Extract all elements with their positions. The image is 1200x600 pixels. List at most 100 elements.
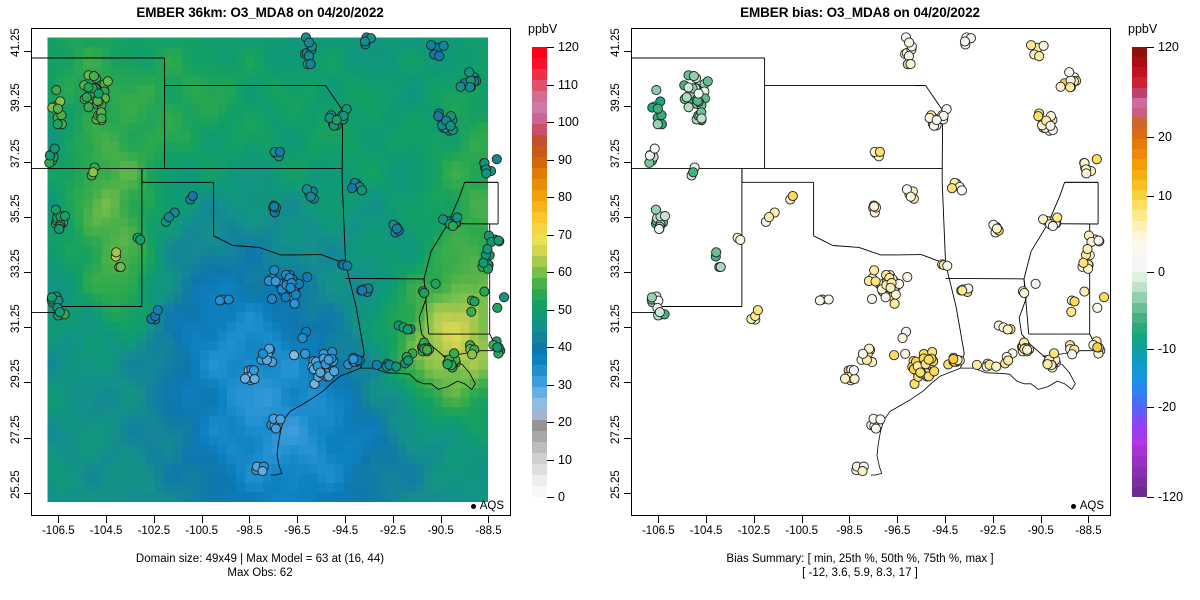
aqs-site-marker[interactable] xyxy=(688,71,699,82)
aqs-site-marker[interactable] xyxy=(455,81,466,92)
aqs-site-marker[interactable] xyxy=(1078,257,1089,268)
aqs-site-marker[interactable] xyxy=(1065,82,1076,93)
aqs-site-marker[interactable] xyxy=(1038,40,1049,51)
aqs-site-marker[interactable] xyxy=(650,204,661,215)
aqs-site-marker[interactable] xyxy=(889,350,900,361)
aqs-site-marker[interactable] xyxy=(956,185,967,196)
aqs-site-marker[interactable] xyxy=(478,257,489,268)
aqs-site-marker[interactable] xyxy=(269,201,280,212)
aqs-site-marker[interactable] xyxy=(814,295,825,306)
aqs-site-marker[interactable] xyxy=(274,146,285,157)
aqs-site-marker[interactable] xyxy=(681,92,692,103)
aqs-site-marker[interactable] xyxy=(959,36,970,47)
aqs-site-marker[interactable] xyxy=(902,272,913,283)
aqs-site-marker[interactable] xyxy=(434,51,445,62)
aqs-site-marker[interactable] xyxy=(356,185,367,196)
aqs-site-marker[interactable] xyxy=(88,71,99,82)
aqs-site-marker[interactable] xyxy=(840,373,851,384)
aqs-site-marker[interactable] xyxy=(1064,67,1075,78)
aqs-site-marker[interactable] xyxy=(426,40,437,51)
aqs-site-marker[interactable] xyxy=(403,355,414,366)
aqs-site-marker[interactable] xyxy=(931,115,942,126)
aqs-site-marker[interactable] xyxy=(302,272,313,283)
aqs-site-marker[interactable] xyxy=(948,354,959,365)
aqs-site-marker[interactable] xyxy=(1038,214,1049,225)
aqs-site-marker[interactable] xyxy=(449,348,460,359)
aqs-site-marker[interactable] xyxy=(1026,40,1037,51)
aqs-site-marker[interactable] xyxy=(96,113,107,124)
aqs-site-marker[interactable] xyxy=(1092,302,1103,313)
aqs-site-marker[interactable] xyxy=(857,348,868,359)
aqs-site-marker[interactable] xyxy=(1093,235,1104,246)
aqs-site-marker[interactable] xyxy=(869,201,880,212)
aqs-site-markers[interactable] xyxy=(44,32,510,477)
aqs-site-marker[interactable] xyxy=(915,367,926,378)
aqs-site-marker[interactable] xyxy=(874,146,885,157)
aqs-site-marker[interactable] xyxy=(51,85,62,96)
aqs-site-marker[interactable] xyxy=(946,183,958,194)
aqs-site-marker[interactable] xyxy=(693,88,704,99)
aqs-site-marker[interactable] xyxy=(971,359,982,370)
aqs-site-marker[interactable] xyxy=(83,82,94,93)
map-plot-model[interactable]: AQS xyxy=(31,28,511,516)
aqs-site-marker[interactable] xyxy=(652,119,663,130)
aqs-site-marker[interactable] xyxy=(52,119,63,130)
aqs-site-marker[interactable] xyxy=(1092,342,1103,353)
aqs-site-marker[interactable] xyxy=(240,373,251,384)
aqs-site-marker[interactable] xyxy=(359,36,370,47)
aqs-site-marker[interactable] xyxy=(329,366,340,377)
aqs-site-marker[interactable] xyxy=(923,354,934,365)
aqs-site-marker[interactable] xyxy=(297,333,308,344)
aqs-site-marker[interactable] xyxy=(315,367,326,378)
aqs-site-marker[interactable] xyxy=(348,354,359,365)
aqs-site-marker[interactable] xyxy=(257,466,268,477)
aqs-site-marker[interactable] xyxy=(438,214,449,225)
aqs-site-marker[interactable] xyxy=(342,260,353,271)
aqs-site-marker[interactable] xyxy=(346,183,358,194)
aqs-site-marker[interactable] xyxy=(651,85,662,96)
aqs-site-marker[interactable] xyxy=(438,40,449,51)
aqs-site-marker[interactable] xyxy=(1069,296,1080,307)
aqs-site-marker[interactable] xyxy=(357,285,368,296)
aqs-site-marker[interactable] xyxy=(266,293,278,305)
aqs-site-marker[interactable] xyxy=(1042,359,1053,370)
aqs-site-marker[interactable] xyxy=(1034,51,1045,62)
aqs-site-marker[interactable] xyxy=(223,294,234,305)
aqs-site-marker[interactable] xyxy=(688,167,699,178)
aqs-site-marker[interactable] xyxy=(905,59,916,70)
aqs-site-marker[interactable] xyxy=(433,111,444,122)
aqs-site-marker[interactable] xyxy=(1003,355,1014,366)
aqs-site-marker[interactable] xyxy=(275,414,286,425)
aqs-site-marker[interactable] xyxy=(289,298,300,309)
aqs-site-marker[interactable] xyxy=(402,324,413,335)
aqs-site-marker[interactable] xyxy=(905,191,916,202)
aqs-site-marker[interactable] xyxy=(492,302,503,313)
aqs-site-marker[interactable] xyxy=(44,150,55,161)
aqs-site-marker[interactable] xyxy=(419,287,430,299)
aqs-site-marker[interactable] xyxy=(323,354,334,365)
aqs-site-marker[interactable] xyxy=(897,333,908,344)
aqs-site-marker[interactable] xyxy=(869,265,880,276)
aqs-site-marker[interactable] xyxy=(1079,286,1090,297)
aqs-site-marker[interactable] xyxy=(659,211,671,222)
aqs-site-marker[interactable] xyxy=(991,223,1002,234)
aqs-site-marker[interactable] xyxy=(88,167,99,178)
aqs-site-marker[interactable] xyxy=(1066,306,1077,317)
aqs-site-marker[interactable] xyxy=(445,120,456,131)
map-plot-bias[interactable]: AQS xyxy=(631,28,1111,516)
aqs-site-marker[interactable] xyxy=(270,423,281,434)
aqs-site-marker[interactable] xyxy=(249,373,260,385)
aqs-site-marker[interactable] xyxy=(257,348,268,359)
aqs-site-marker[interactable] xyxy=(763,212,775,223)
aqs-site-marker[interactable] xyxy=(492,342,503,353)
aqs-site-marker[interactable] xyxy=(481,168,492,179)
aqs-site-marker[interactable] xyxy=(46,292,57,303)
aqs-site-marker[interactable] xyxy=(849,373,860,385)
aqs-site-marker[interactable] xyxy=(644,150,655,161)
aqs-site-marker[interactable] xyxy=(447,221,458,232)
aqs-site-marker[interactable] xyxy=(491,154,502,165)
aqs-site-marker[interactable] xyxy=(1049,348,1060,359)
aqs-site-marker[interactable] xyxy=(50,204,61,215)
aqs-site-marker[interactable] xyxy=(442,359,453,370)
aqs-site-marker[interactable] xyxy=(683,102,694,113)
